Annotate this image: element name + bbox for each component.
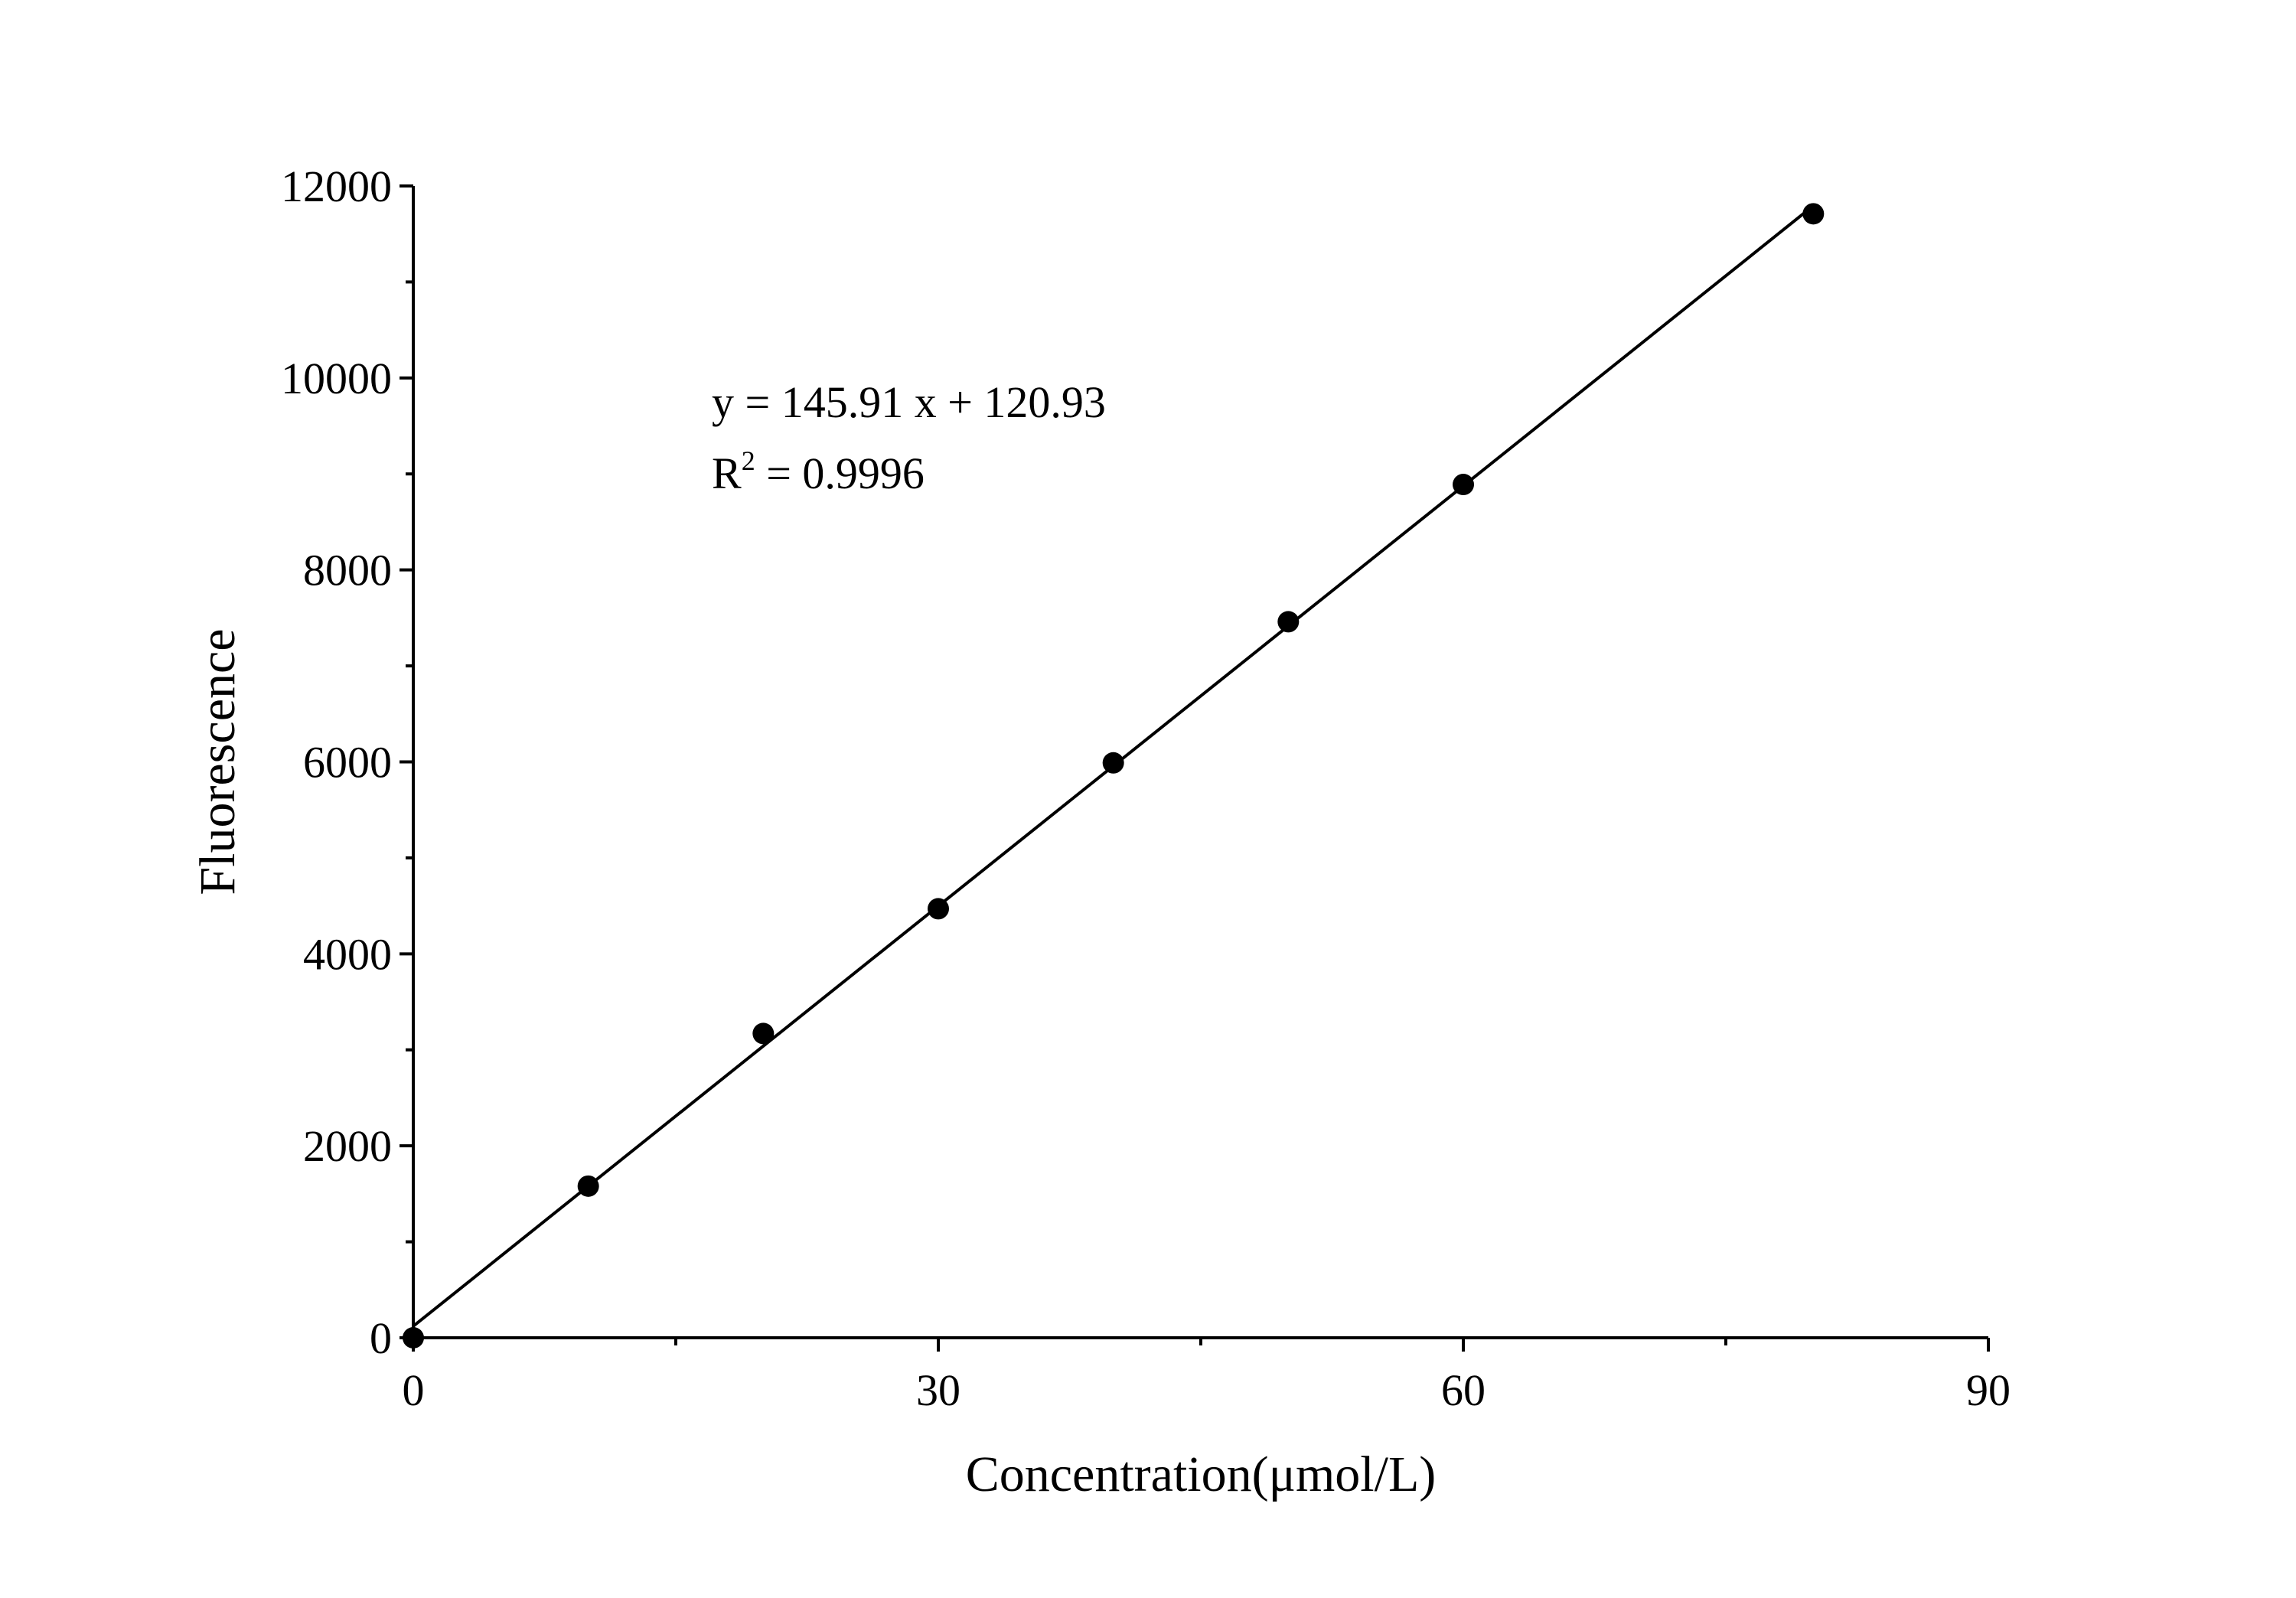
y-tick-label: 6000 <box>303 738 392 788</box>
y-tick-label: 8000 <box>303 546 392 595</box>
data-point <box>1802 203 1825 225</box>
x-tick-label: 30 <box>916 1365 960 1415</box>
y-tick-label: 12000 <box>281 161 392 211</box>
x-tick-label: 60 <box>1441 1365 1486 1415</box>
x-tick-label: 0 <box>403 1365 425 1415</box>
data-point <box>752 1022 775 1045</box>
r-squared-annotation: R2 = 0.9996 <box>712 445 925 498</box>
r2-superscript: 2 <box>742 445 755 476</box>
r2-value: = 0.9996 <box>755 448 925 498</box>
tick-labels: 0 2000 4000 6000 8000 10000 12000 0 30 60 90 <box>281 161 2011 1415</box>
data-point <box>577 1175 599 1197</box>
data-point <box>928 898 949 920</box>
r2-prefix: R <box>712 448 742 498</box>
y-tick-label: 0 <box>370 1313 392 1363</box>
plot-marks <box>403 203 1825 1349</box>
y-tick-label: 4000 <box>303 929 392 979</box>
y-tick-label: 2000 <box>303 1121 392 1171</box>
y-tick-label: 10000 <box>281 354 392 403</box>
data-point <box>1453 474 1474 496</box>
ticks <box>400 184 1990 1352</box>
x-axis-title: Concentration(μmol/L) <box>966 1446 1437 1502</box>
y-axis-title: Fluorescence <box>190 628 246 895</box>
data-point <box>1277 611 1300 633</box>
x-tick-label: 90 <box>1966 1365 2011 1415</box>
axes <box>412 186 1988 1339</box>
data-point <box>1102 752 1124 774</box>
regression-equation: y = 145.91 x + 120.93 <box>712 377 1106 427</box>
